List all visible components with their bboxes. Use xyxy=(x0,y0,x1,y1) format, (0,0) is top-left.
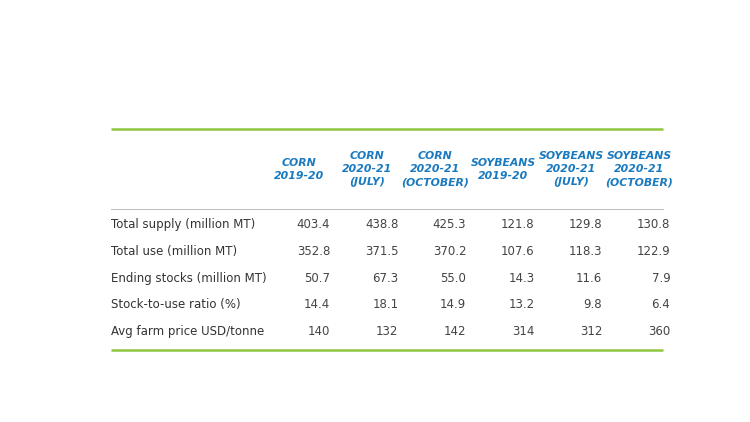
Text: 107.6: 107.6 xyxy=(501,245,534,258)
Text: 121.8: 121.8 xyxy=(501,218,534,231)
Text: 55.0: 55.0 xyxy=(440,272,466,284)
Text: CORN
2020-21
(JULY): CORN 2020-21 (JULY) xyxy=(342,151,392,187)
Text: 9.8: 9.8 xyxy=(584,298,602,311)
Text: 425.3: 425.3 xyxy=(433,218,466,231)
Text: 18.1: 18.1 xyxy=(372,298,398,311)
Text: 360: 360 xyxy=(648,325,670,338)
Text: 118.3: 118.3 xyxy=(568,245,602,258)
Text: SOYBEANS
2020-21
(OCTOBER): SOYBEANS 2020-21 (OCTOBER) xyxy=(605,151,674,187)
Text: 6.4: 6.4 xyxy=(652,298,670,311)
Text: 142: 142 xyxy=(444,325,466,338)
Text: SOYBEANS
2019-20: SOYBEANS 2019-20 xyxy=(470,158,536,181)
Text: 7.9: 7.9 xyxy=(652,272,670,284)
Text: 312: 312 xyxy=(580,325,602,338)
Text: 403.4: 403.4 xyxy=(297,218,330,231)
Text: 438.8: 438.8 xyxy=(365,218,398,231)
Text: 13.2: 13.2 xyxy=(509,298,534,311)
Text: 14.3: 14.3 xyxy=(509,272,534,284)
Text: 140: 140 xyxy=(308,325,330,338)
Text: 130.8: 130.8 xyxy=(637,218,670,231)
Text: 50.7: 50.7 xyxy=(304,272,330,284)
Text: Avg farm price USD/tonne: Avg farm price USD/tonne xyxy=(111,325,265,338)
Text: CORN
2019-20: CORN 2019-20 xyxy=(274,158,324,181)
Text: 14.9: 14.9 xyxy=(440,298,466,311)
Text: 67.3: 67.3 xyxy=(372,272,398,284)
Text: 132: 132 xyxy=(376,325,398,338)
Text: 370.2: 370.2 xyxy=(433,245,466,258)
Text: CORN
2020-21
(OCTOBER): CORN 2020-21 (OCTOBER) xyxy=(401,151,470,187)
Text: 11.6: 11.6 xyxy=(576,272,602,284)
Text: 314: 314 xyxy=(512,325,534,338)
Text: Stock-to-use ratio (%): Stock-to-use ratio (%) xyxy=(111,298,241,311)
Text: 14.4: 14.4 xyxy=(304,298,330,311)
Text: 352.8: 352.8 xyxy=(297,245,330,258)
Text: Ending stocks (million MT): Ending stocks (million MT) xyxy=(111,272,267,284)
Text: 371.5: 371.5 xyxy=(364,245,398,258)
Text: Total supply (million MT): Total supply (million MT) xyxy=(111,218,256,231)
Text: Total use (million MT): Total use (million MT) xyxy=(111,245,237,258)
Text: 129.8: 129.8 xyxy=(568,218,602,231)
Text: 122.9: 122.9 xyxy=(637,245,670,258)
Text: SOYBEANS
2020-21
(JULY): SOYBEANS 2020-21 (JULY) xyxy=(538,151,604,187)
